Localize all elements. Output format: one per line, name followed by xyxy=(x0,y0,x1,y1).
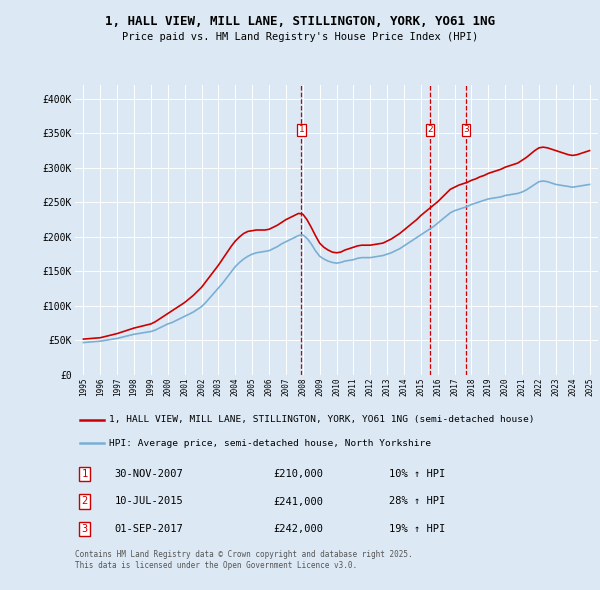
Text: £210,000: £210,000 xyxy=(274,468,324,478)
Text: 28% ↑ HPI: 28% ↑ HPI xyxy=(389,497,445,506)
Text: 3: 3 xyxy=(81,525,88,535)
Text: 10% ↑ HPI: 10% ↑ HPI xyxy=(389,468,445,478)
Text: Contains HM Land Registry data © Crown copyright and database right 2025.
This d: Contains HM Land Registry data © Crown c… xyxy=(75,550,413,569)
Text: 1, HALL VIEW, MILL LANE, STILLINGTON, YORK, YO61 1NG (semi-detached house): 1, HALL VIEW, MILL LANE, STILLINGTON, YO… xyxy=(109,415,535,424)
Text: 19% ↑ HPI: 19% ↑ HPI xyxy=(389,525,445,535)
Text: 3: 3 xyxy=(463,126,469,135)
Text: 2: 2 xyxy=(81,497,88,506)
Text: 2: 2 xyxy=(427,126,433,135)
Text: £241,000: £241,000 xyxy=(274,497,324,506)
Text: 1, HALL VIEW, MILL LANE, STILLINGTON, YORK, YO61 1NG: 1, HALL VIEW, MILL LANE, STILLINGTON, YO… xyxy=(105,15,495,28)
Text: HPI: Average price, semi-detached house, North Yorkshire: HPI: Average price, semi-detached house,… xyxy=(109,438,431,447)
Text: 30-NOV-2007: 30-NOV-2007 xyxy=(114,468,183,478)
Text: Price paid vs. HM Land Registry's House Price Index (HPI): Price paid vs. HM Land Registry's House … xyxy=(122,32,478,42)
Text: 10-JUL-2015: 10-JUL-2015 xyxy=(114,497,183,506)
Text: 01-SEP-2017: 01-SEP-2017 xyxy=(114,525,183,535)
Text: £242,000: £242,000 xyxy=(274,525,324,535)
Text: 1: 1 xyxy=(299,126,304,135)
Text: 1: 1 xyxy=(81,468,88,478)
